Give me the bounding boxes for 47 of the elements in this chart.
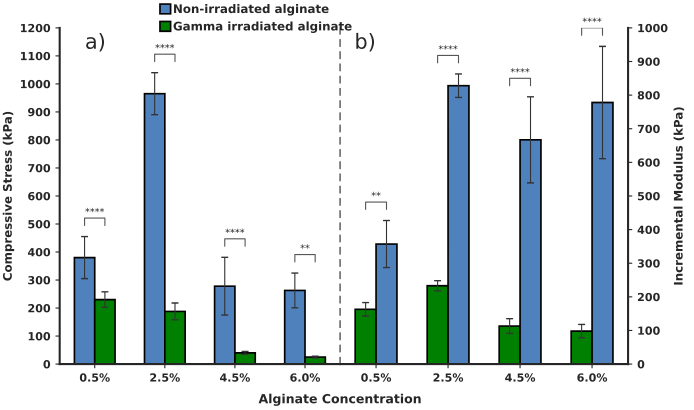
x-tick-label: 2.5% (434, 373, 464, 382)
y-axis-title: Compressive Stress (kPa) (2, 112, 14, 281)
x-tick-label: 2.5% (150, 373, 180, 382)
y-tick-label: 200 (28, 304, 50, 312)
y-tick-label: 300 (28, 276, 50, 284)
y-tick-label: 0 (43, 360, 50, 368)
x-tick-label: 6.0% (290, 373, 320, 382)
y2-tick-label: 0 (638, 360, 644, 368)
y-tick-label: 1200 (20, 24, 50, 32)
y-tick-label: 900 (28, 108, 50, 116)
y2-tick-label: 300 (638, 259, 660, 268)
y-tick-label: 600 (28, 192, 50, 200)
y-tick-label: 800 (28, 136, 50, 144)
x-tick-label: 0.5% (80, 373, 110, 382)
legend-label: Gamma irradiated alginate (174, 21, 352, 33)
annotation: **** (510, 68, 530, 72)
y2-tick-label: 100 (638, 326, 660, 335)
annotation: **** (155, 44, 174, 48)
annotation: ** (300, 244, 310, 249)
annotation: ** (371, 192, 381, 196)
y2-tick-label: 700 (638, 124, 660, 134)
y-tick-label: 400 (28, 248, 50, 256)
y2-tick-label: 400 (638, 226, 660, 234)
x-axis-title: Alginate Concentration (258, 394, 421, 406)
x-tick-label: 0.5% (361, 373, 392, 382)
y-tick-label: 500 (28, 220, 50, 228)
y-tick-label: 700 (28, 164, 50, 172)
y-tick-label: 1100 (20, 52, 50, 60)
x-tick-label: 4.5% (220, 373, 250, 382)
y2-tick-label: 200 (638, 292, 660, 302)
annotation: b) (356, 32, 374, 52)
x-tick-label: 6.0% (577, 373, 608, 382)
y-tick-label: 100 (28, 332, 50, 340)
text: **** (582, 18, 602, 22)
y2-tick-label: 1000 (638, 24, 668, 32)
legend-label: Non-irradiated alginate (174, 4, 329, 16)
y2-axis-title: Incremental Modulus (kPa) (674, 107, 684, 285)
x-tick-label: 4.5% (505, 373, 536, 382)
y2-tick-label: 900 (638, 57, 660, 66)
annotation: **** (85, 208, 104, 212)
annotation: a) (86, 32, 104, 52)
annotation: **** (225, 228, 244, 234)
y2-tick-label: 600 (638, 158, 660, 167)
y2-tick-label: 500 (638, 192, 660, 200)
y-tick-label: 1000 (20, 80, 50, 88)
annotation: **** (438, 45, 458, 50)
y2-tick-label: 800 (638, 91, 660, 100)
